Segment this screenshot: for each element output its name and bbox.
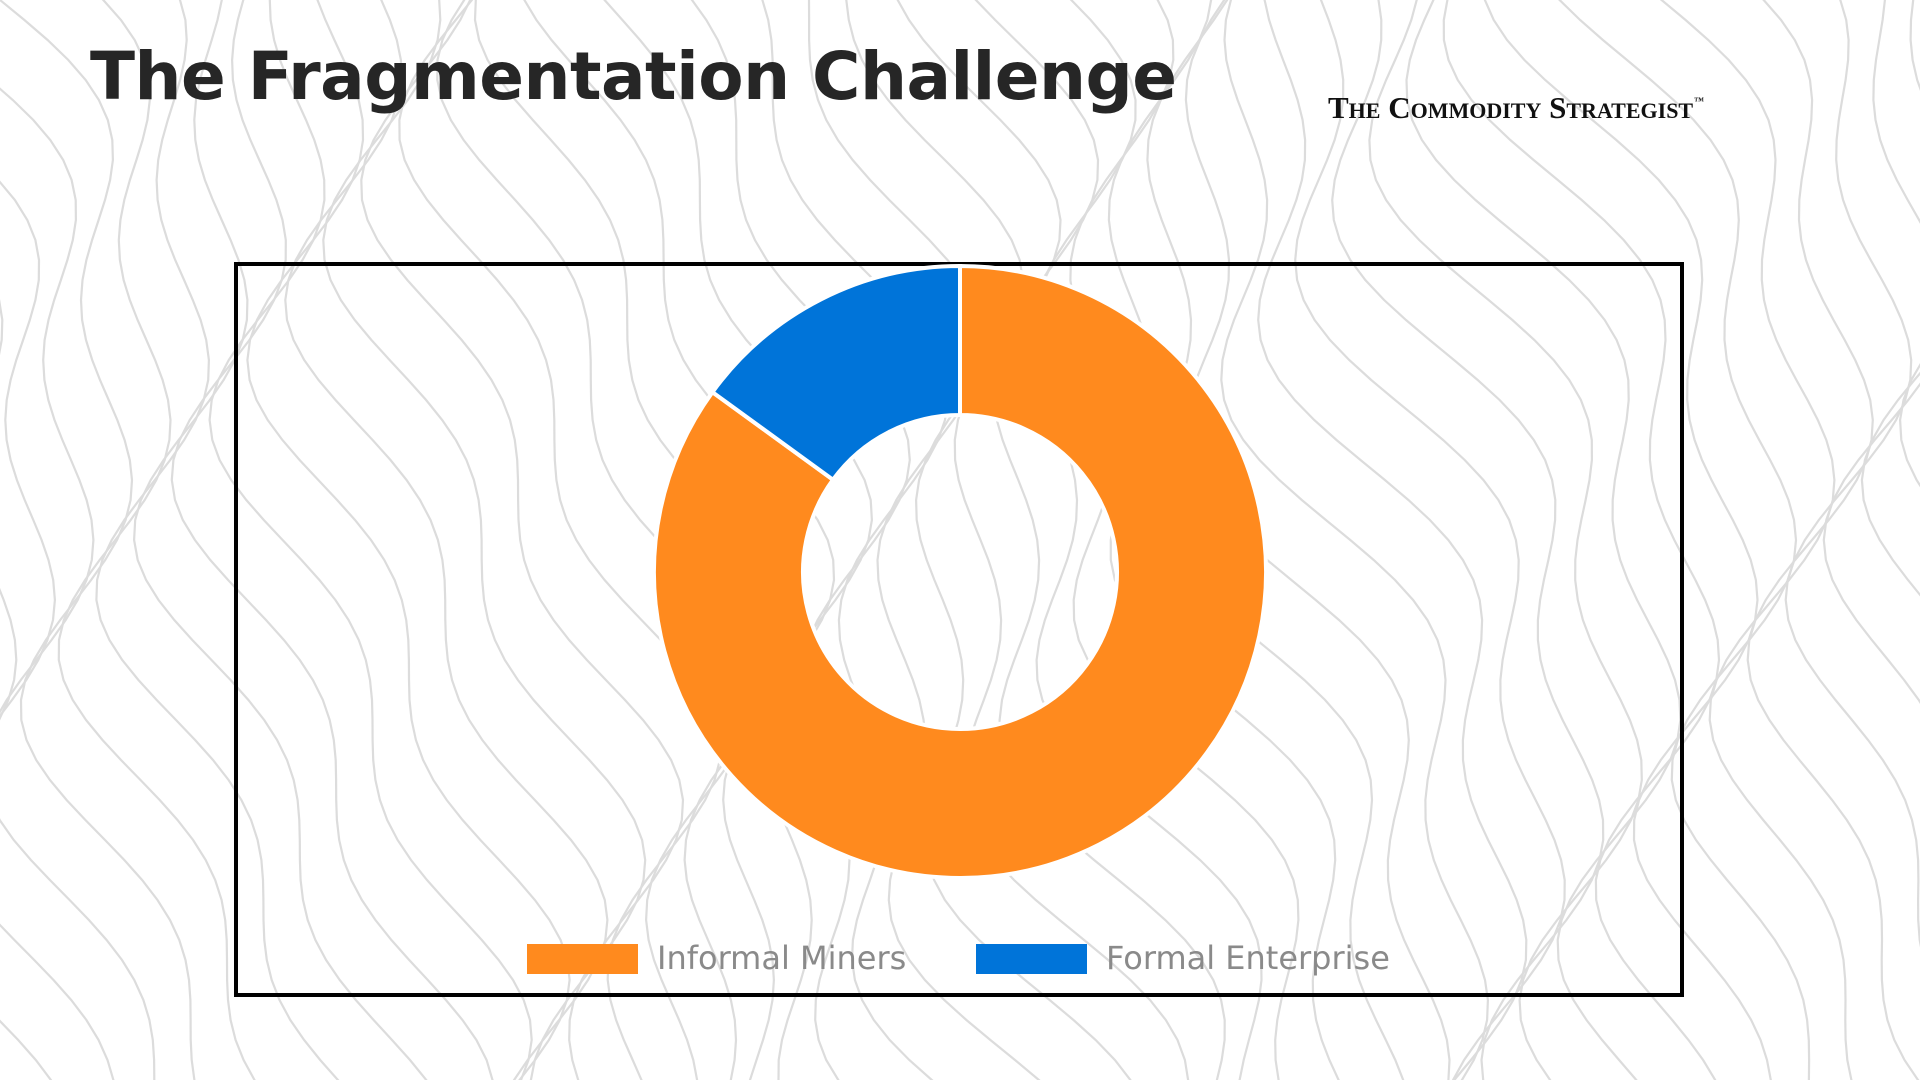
contour-line <box>95 0 340 1080</box>
contour-line <box>523 0 836 1080</box>
contour-line <box>170 0 494 1080</box>
legend-swatch-formal-enterprise <box>976 944 1087 974</box>
legend-label-formal-enterprise: Formal Enterprise <box>1106 939 1390 977</box>
contour-line <box>807 0 1041 1080</box>
contour-line <box>1405 0 1682 1080</box>
brand-logo: The Commodity Strategist™ <box>1328 90 1704 126</box>
contour-line <box>208 0 533 1080</box>
trademark-mark: ™ <box>1694 96 1705 107</box>
contour-line <box>1784 0 1920 948</box>
contour-line <box>1483 0 1772 1080</box>
contour-line <box>1822 0 1920 704</box>
contour-line <box>1331 0 1605 1080</box>
contour-line <box>1558 0 1811 1080</box>
legend-label-informal-miners: Informal Miners <box>657 939 906 977</box>
contour-line <box>1442 0 1721 1080</box>
contour-line <box>398 0 722 1080</box>
contour-line <box>1659 0 1853 1080</box>
contour-line <box>896 0 1190 1080</box>
brand-name: The Commodity Strategist <box>1328 90 1694 125</box>
contour-line <box>0 180 115 1080</box>
chart-slices <box>652 263 1268 880</box>
contour-line <box>0 0 196 1080</box>
contour-line <box>690 0 911 1080</box>
contour-line <box>1220 0 1490 1080</box>
slice-formal-enterprise <box>709 263 962 483</box>
chart-legend: Informal Miners Formal Enterprise <box>527 939 1390 977</box>
contour-line <box>322 0 647 1080</box>
contour-line <box>360 0 685 1080</box>
contour-line <box>974 0 1226 1080</box>
contour-line <box>1860 0 1920 597</box>
slice-informal-miners <box>652 263 1268 880</box>
page-title: The Fragmentation Challenge <box>90 38 1177 115</box>
contour-line <box>1746 0 1920 1080</box>
contour-line <box>1069 0 1300 1080</box>
contour-line <box>0 87 156 1080</box>
contour-line <box>1107 0 1340 1080</box>
legend-swatch-informal-miners <box>527 944 638 974</box>
contour-line <box>132 0 428 1080</box>
contour-line <box>246 0 571 1080</box>
contour-line <box>1368 0 1643 1080</box>
contour-line <box>845 0 1132 1080</box>
contour-line <box>1257 0 1528 1080</box>
contour-line <box>57 0 256 1080</box>
contour-line <box>761 0 949 1080</box>
